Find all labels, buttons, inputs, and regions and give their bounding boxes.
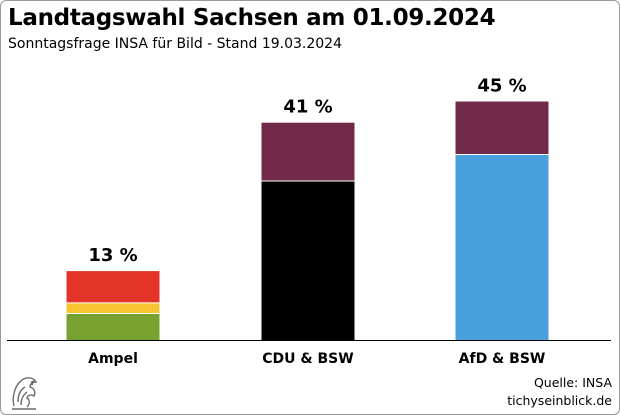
- source-note: Quelle: INSA tichyseinblick.de: [507, 374, 612, 410]
- category-label: Ampel: [88, 351, 138, 367]
- bar-segment-2-1: [261, 181, 355, 340]
- eagle-logo-icon: [12, 377, 38, 410]
- site-label: tichyseinblick.de: [507, 393, 612, 408]
- category-label: AfD & BSW: [459, 351, 546, 367]
- data-label: 45 %: [477, 76, 526, 97]
- category-label: CDU & BSW: [262, 351, 353, 367]
- chart-subtitle: Sonntagsfrage INSA für Bild - Stand 19.0…: [8, 36, 342, 52]
- chart-title: Landtagswahl Sachsen am 01.09.2024: [8, 5, 496, 31]
- bar-segment-3-2: [455, 101, 549, 155]
- source-label: Quelle: INSA: [533, 375, 612, 390]
- data-label: 13 %: [88, 245, 137, 266]
- bar-segment-1-2: [66, 302, 160, 314]
- bar-segment-1-1: [66, 313, 160, 340]
- bar-segment-2-2: [261, 122, 355, 181]
- bar-segment-3-1: [455, 154, 549, 340]
- data-label: 41 %: [283, 97, 332, 118]
- bar-segment-1-3: [66, 271, 160, 303]
